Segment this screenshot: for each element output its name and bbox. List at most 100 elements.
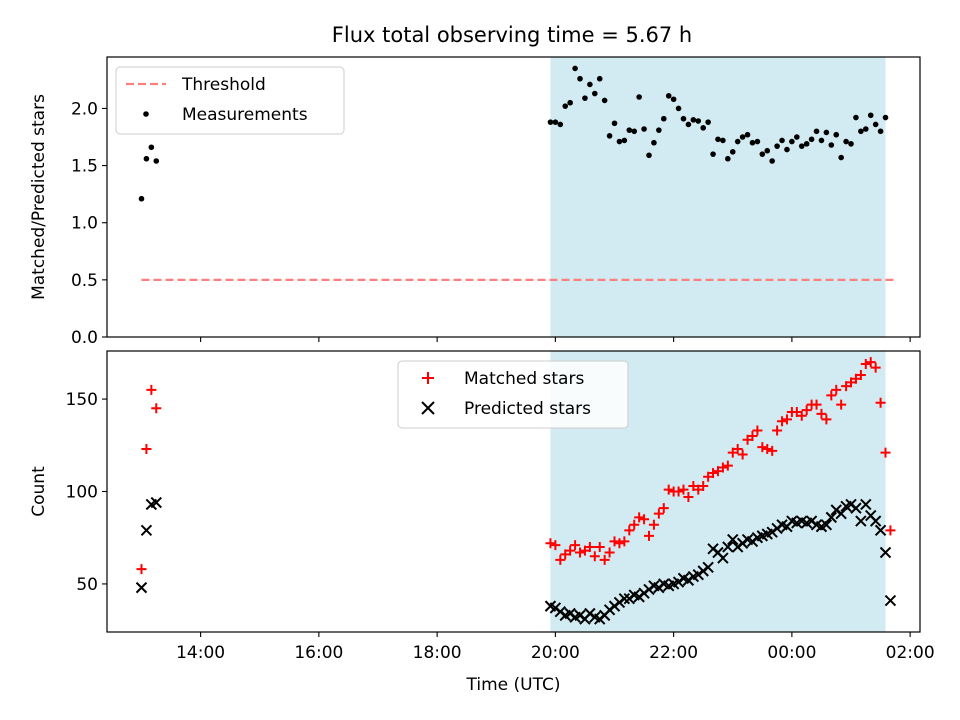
matched-star-point	[737, 449, 748, 460]
measurement-point	[784, 146, 790, 153]
measurement-point	[621, 137, 628, 144]
bottom-series-predicted-stars	[135, 496, 897, 625]
matched-star-point	[550, 540, 561, 551]
matched-star-point	[747, 431, 758, 442]
top-y-tick-label: 0.5	[71, 271, 98, 291]
top-shaded-interval	[550, 57, 886, 337]
matched-star-point	[796, 410, 807, 421]
matched-star-point	[614, 538, 625, 549]
matched-star-point	[767, 445, 778, 456]
matched-star-point	[575, 547, 586, 558]
measurement-point	[596, 75, 603, 82]
measurement-point	[685, 121, 692, 128]
measurement-point	[636, 94, 642, 100]
matched-star-point	[732, 443, 743, 454]
matched-star-point	[663, 484, 674, 495]
measurement-point	[616, 138, 623, 145]
matched-star-point	[762, 443, 773, 454]
top-y-axis-label: Matched/Predicted stars	[29, 94, 49, 300]
predicted-star-point	[884, 594, 897, 607]
top-axes-frame	[106, 56, 921, 338]
bottom-legend-box	[397, 360, 629, 429]
predicted-star-point	[825, 511, 838, 524]
measurement-point	[725, 155, 731, 162]
measurement-point	[877, 128, 884, 135]
measurement-point	[670, 96, 677, 103]
measurement-point	[577, 75, 583, 82]
matched-star-point	[589, 551, 600, 562]
measurement-point	[828, 142, 835, 148]
matched-star-point	[717, 462, 728, 473]
bottom-x-tick-label: 20:00	[531, 643, 580, 663]
legend-label: Measurements	[182, 105, 308, 125]
top-series-measurements	[138, 65, 889, 202]
measurement-point	[715, 136, 721, 143]
bottom-x-tick-label: 02:00	[886, 643, 935, 663]
top-y-tick-label: 0.0	[71, 328, 98, 348]
matched-star-point	[673, 486, 684, 497]
matched-star-point	[565, 545, 576, 556]
matched-star-point	[629, 519, 640, 530]
matched-star-point	[885, 525, 896, 536]
predicted-star-point	[874, 524, 887, 537]
matched-star-point	[584, 541, 595, 552]
measurement-point	[153, 158, 160, 164]
measurement-point	[794, 134, 800, 140]
bottom-panel: 50 100 150 14:00 16:00 18:00 20:00 22:00 00:00 02…	[29, 350, 935, 695]
matched-star-point	[658, 503, 669, 514]
matched-star-point	[870, 362, 881, 373]
bottom-x-tick-label: 18:00	[413, 643, 462, 663]
bottom-legend-entry-matched-stars: Matched stars	[422, 369, 584, 389]
top-panel: 0.0 0.5 1.0 1.5 2.0 Matched/Predicted stars Th…	[29, 56, 921, 348]
top-legend-entry-threshold: Threshold	[126, 75, 266, 95]
top-y-tick-label: 1.0	[71, 214, 98, 234]
predicted-star-point	[135, 581, 148, 594]
measurement-point	[552, 119, 559, 125]
top-legend: Threshold Measurements	[115, 66, 345, 135]
legend-label: Threshold	[181, 75, 266, 95]
measurement-point	[739, 134, 746, 140]
matched-star-point	[865, 357, 876, 368]
measurement-point	[764, 147, 771, 154]
measurement-point	[858, 128, 864, 135]
measurement-point	[572, 65, 578, 72]
bottom-legend-entry-predicted-stars: Predicted stars	[421, 399, 591, 419]
measurement-point	[690, 117, 697, 123]
bottom-x-axis-label: Time (UTC)	[466, 675, 561, 695]
measurement-point	[601, 97, 608, 104]
bottom-y-tick-label: 150	[66, 390, 98, 410]
measurement-point	[641, 126, 647, 132]
measurement-point	[818, 137, 825, 144]
bottom-x-tick-label: 00:00	[767, 643, 816, 663]
top-legend-box	[115, 66, 345, 135]
measurement-point	[562, 103, 569, 109]
legend-plus-swatch	[422, 372, 434, 384]
matched-star-point	[634, 512, 645, 523]
predicted-star-point	[835, 507, 847, 520]
matched-star-point	[545, 538, 556, 549]
measurement-point	[587, 81, 593, 88]
matched-star-point	[777, 416, 788, 427]
matched-star-point	[609, 536, 620, 547]
measurement-point	[665, 93, 672, 99]
measurement-point	[769, 158, 775, 164]
matched-star-point	[821, 414, 832, 425]
measurement-point	[656, 127, 662, 133]
matched-star-point	[151, 403, 162, 414]
measurement-point	[882, 114, 889, 121]
top-y-tick-label: 1.5	[71, 157, 98, 177]
matched-star-point	[811, 399, 822, 410]
measurement-point	[798, 143, 805, 149]
predicted-star-point	[717, 552, 729, 564]
measurement-point	[808, 136, 815, 143]
predicted-star-point	[150, 496, 162, 509]
measurement-point	[651, 139, 657, 146]
bottom-x-tick-label: 14:00	[176, 643, 225, 663]
measurement-point	[138, 195, 145, 202]
matched-star-point	[826, 390, 837, 401]
measurement-point	[759, 151, 766, 157]
matched-star-point	[880, 447, 891, 458]
bottom-y-axis-label: Count	[29, 466, 49, 517]
matched-star-point	[698, 480, 709, 491]
